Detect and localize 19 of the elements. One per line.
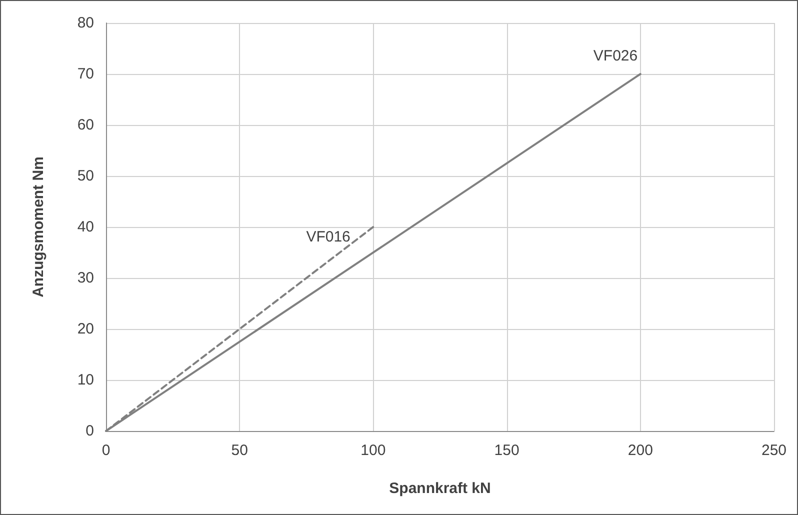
- y-tick-label: 0: [86, 422, 94, 440]
- series-label: VF016: [306, 228, 350, 246]
- y-tick-label: 70: [77, 66, 94, 82]
- series-label: VF026: [593, 48, 638, 64]
- y-tick-label: 40: [77, 218, 94, 236]
- y-tick-label: 30: [77, 270, 94, 286]
- x-tick-label: 50: [231, 442, 248, 459]
- y-tick-label: 60: [77, 116, 94, 134]
- x-axis-title: Spannkraft kN: [389, 480, 491, 497]
- x-tick-label: 200: [628, 442, 653, 459]
- x-tick-label: 0: [102, 442, 110, 459]
- x-tick-label: 250: [761, 442, 787, 459]
- x-tick-label: 150: [494, 442, 520, 459]
- y-tick-label: 50: [77, 168, 94, 184]
- y-axis-title: Anzugsmoment Nm: [30, 156, 47, 298]
- x-tick-label: 100: [360, 442, 386, 459]
- y-tick-label: 10: [77, 372, 94, 388]
- y-tick-label: 80: [77, 14, 94, 32]
- y-tick-label: 20: [77, 320, 94, 338]
